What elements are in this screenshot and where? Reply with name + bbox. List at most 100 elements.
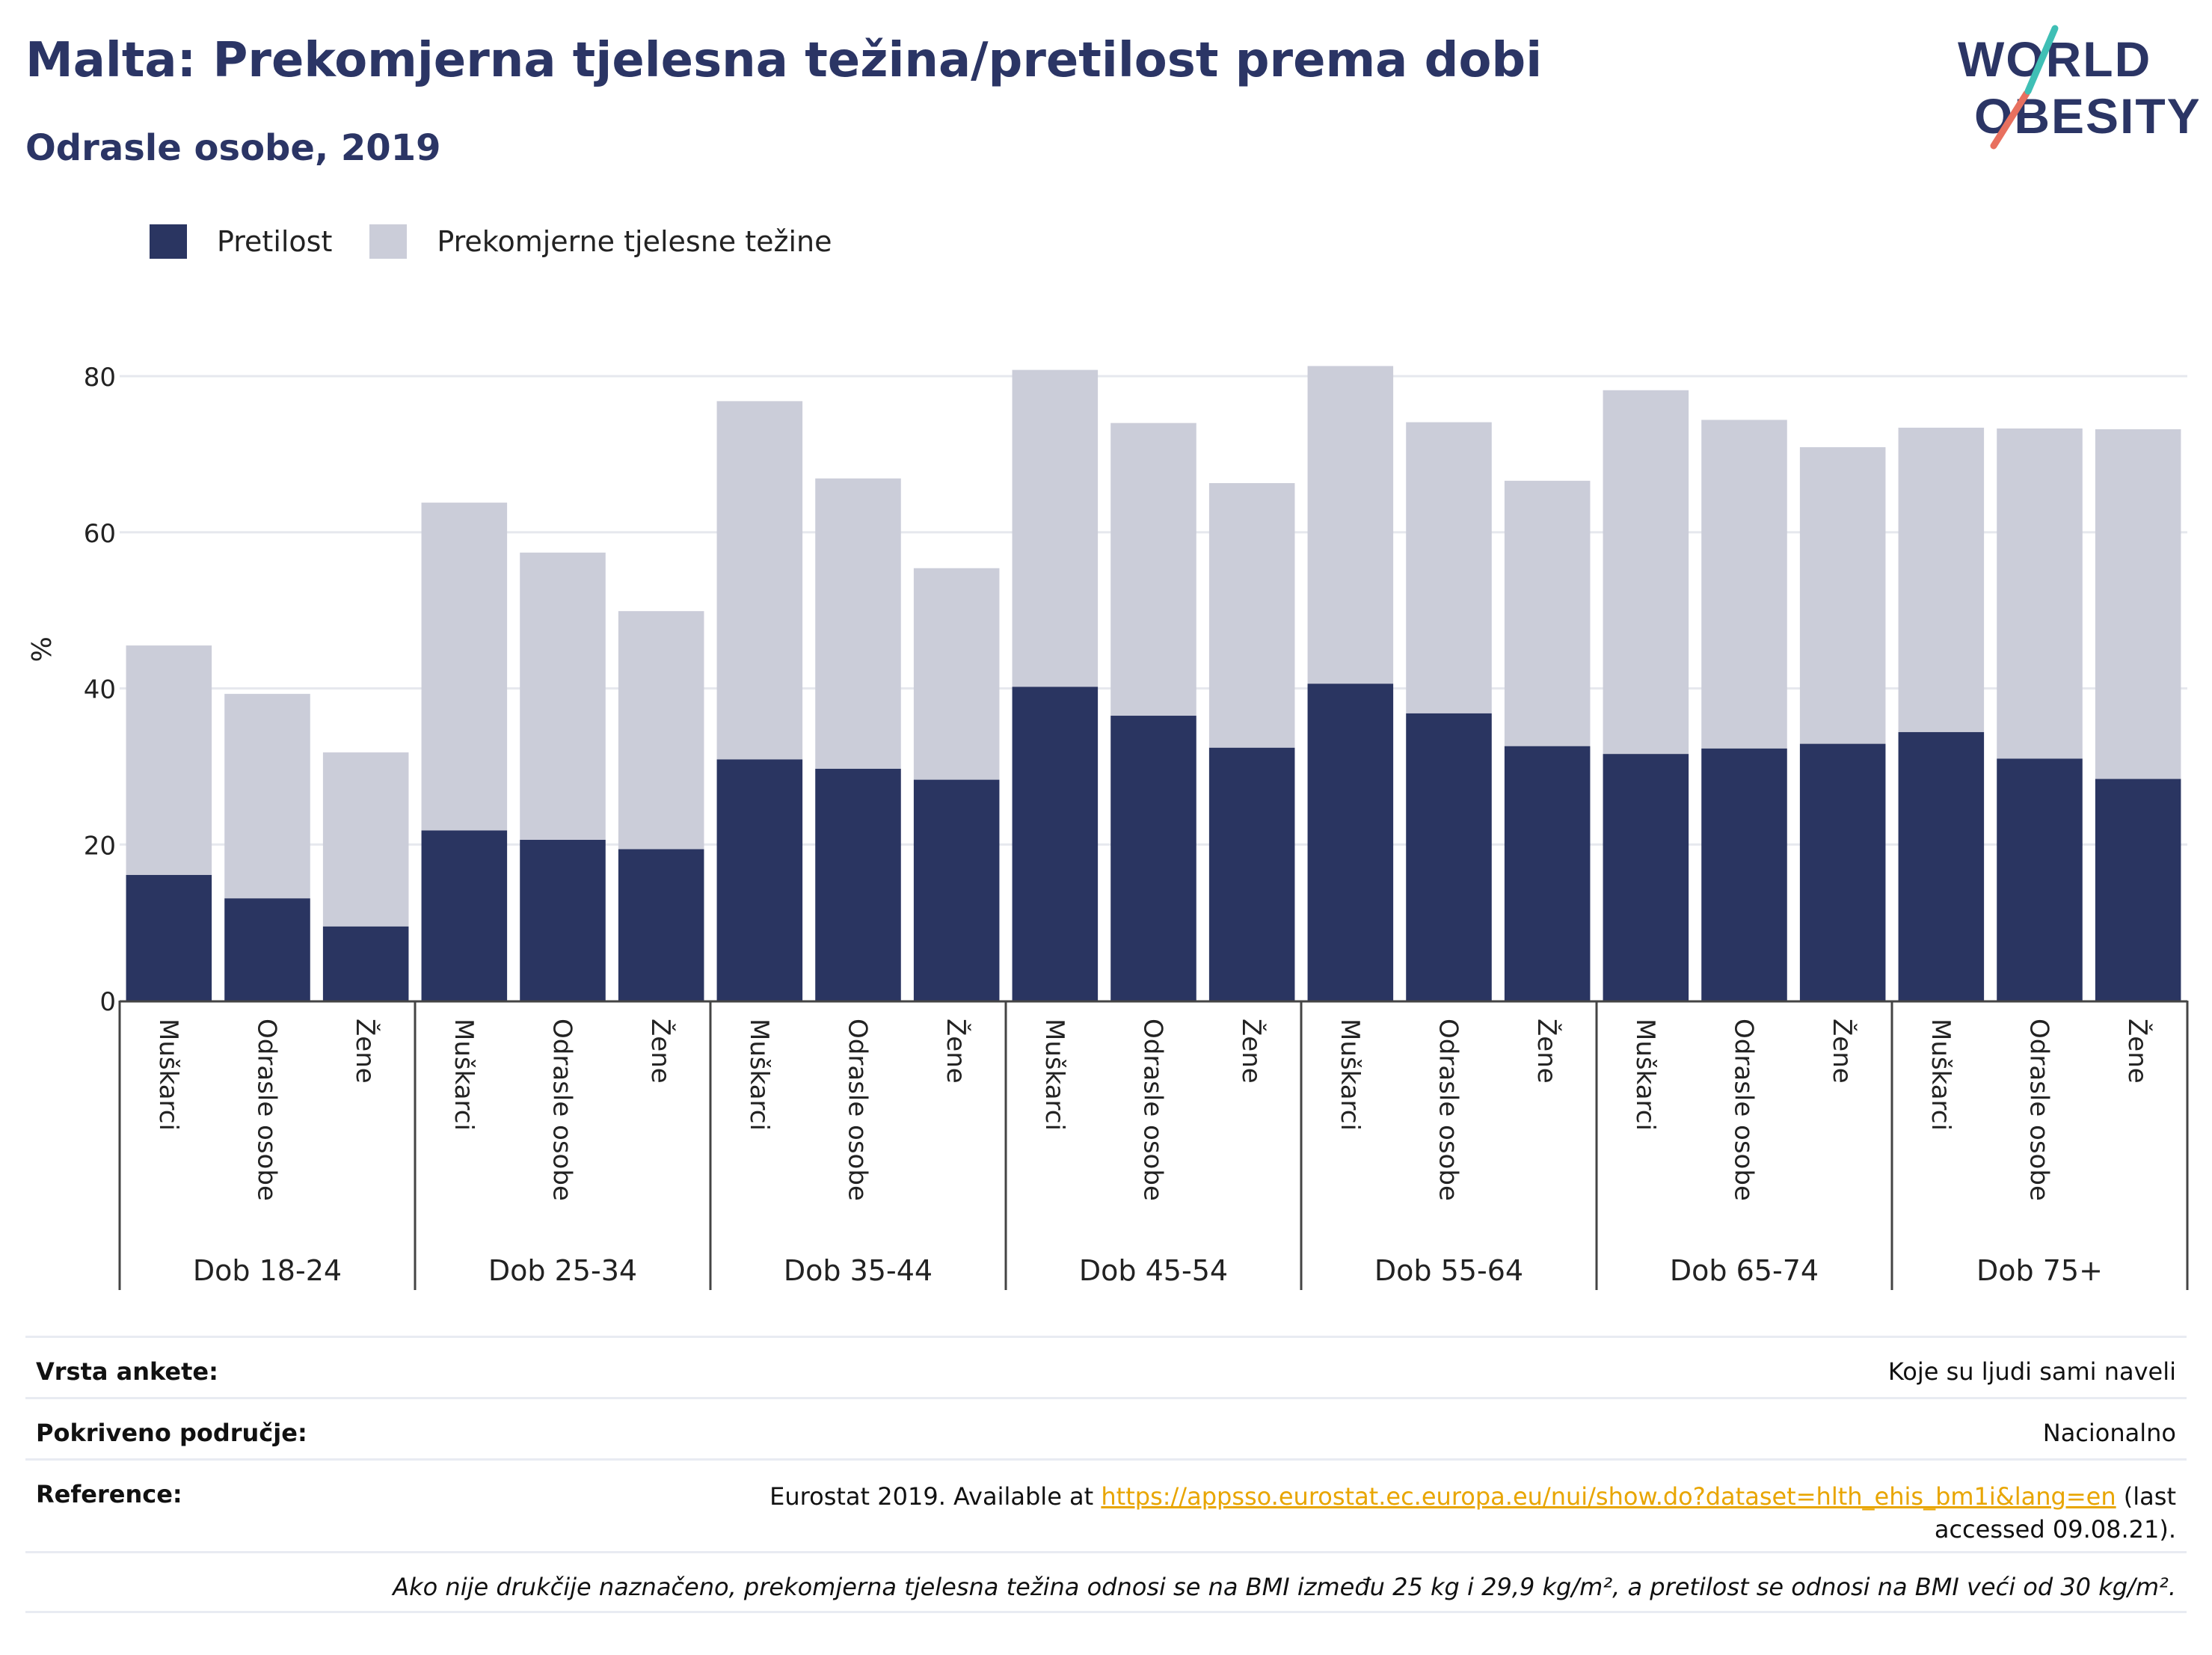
x-tick-label: Muškarci <box>1039 1019 1069 1131</box>
info-row-coverage: Pokriveno područje: Nacionalno <box>25 1397 2187 1461</box>
legend-label-overweight: Prekomjerne tjelesne težine <box>437 225 832 258</box>
x-tick-label: Muškarci <box>449 1019 479 1131</box>
bar-overweight <box>815 478 901 770</box>
bar-overweight <box>913 568 1000 780</box>
chart-subtitle: Odrasle osobe, 2019 <box>25 127 441 169</box>
bar-overweight <box>1208 482 1295 748</box>
bmi-note: Ako nije drukčije naznačeno, prekomjerna… <box>393 1573 2176 1601</box>
bar-overweight <box>1799 446 1886 744</box>
chart-title: Malta: Prekomjerna tjelesna težina/preti… <box>25 33 1543 88</box>
bar-overweight <box>1110 423 1196 716</box>
bar-obesity <box>1110 716 1196 1001</box>
bar-obesity <box>1208 747 1295 1001</box>
bar-obesity <box>618 849 704 1001</box>
bar-obesity <box>815 769 901 1001</box>
bar-obesity <box>520 839 606 1001</box>
group-label: Dob 75+ <box>1976 1254 2103 1287</box>
x-tick-label: Odrasle osobe <box>1138 1019 1168 1201</box>
stacked-bar-chart: 0 20 40 60 80% Muškarci Odrasle osobe Žene Dob 1… <box>27 363 2189 1290</box>
x-tick-label: Žene <box>1236 1019 1267 1084</box>
x-tick-label: Žene <box>1531 1019 1562 1084</box>
info-row-survey: Vrsta ankete: Koje su ljudi sami naveli <box>25 1336 2187 1399</box>
legend-swatch-overweight <box>369 224 408 259</box>
bar-obesity <box>1898 731 1985 1001</box>
group-label: Dob 25-34 <box>488 1254 637 1287</box>
x-tick-label: Odrasle osobe <box>1729 1019 1759 1201</box>
y-axis-label: % <box>27 636 58 662</box>
reference-value: Eurostat 2019. Available at https://apps… <box>681 1480 2176 1546</box>
bar-overweight <box>520 552 606 840</box>
bar-obesity <box>1406 713 1492 1001</box>
y-tick-label: 20 <box>84 831 116 861</box>
x-tick-label: Muškarci <box>153 1019 183 1131</box>
group-label: Dob 45-54 <box>1079 1254 1228 1287</box>
coverage-value: Nacionalno <box>2042 1419 2176 1447</box>
group-label: Dob 35-44 <box>784 1254 933 1287</box>
bar-obesity <box>913 779 1000 1001</box>
bar-obesity <box>1997 758 2083 1001</box>
bar-overweight <box>1603 390 1689 755</box>
bar-overweight <box>1997 428 2083 759</box>
bar-obesity <box>1504 746 1591 1001</box>
x-tick-label: Odrasle osobe <box>843 1019 873 1201</box>
reference-prefix: Eurostat 2019. Available at <box>769 1482 1102 1511</box>
bar-obesity <box>421 830 508 1001</box>
svg-text:WORLD: WORLD <box>1958 31 2151 87</box>
bar-overweight <box>1406 422 1492 713</box>
bar-obesity <box>1012 687 1099 1001</box>
group-label: Dob 55-64 <box>1374 1254 1523 1287</box>
reference-link[interactable]: https://appsso.eurostat.ec.europa.eu/nui… <box>1101 1482 2116 1511</box>
bar-obesity <box>716 759 803 1001</box>
survey-value: Koje su ljudi sami naveli <box>1887 1357 2176 1386</box>
y-tick-label: 0 <box>99 987 116 1017</box>
legend-item-obesity: Pretilost <box>150 224 332 259</box>
bar-obesity <box>224 898 310 1001</box>
x-tick-label: Muškarci <box>1335 1019 1365 1131</box>
bar-obesity <box>1307 684 1394 1001</box>
x-tick-label: Muškarci <box>1630 1019 1660 1131</box>
bar-obesity <box>126 874 212 1001</box>
bar-overweight <box>2095 429 2181 779</box>
group-label: Dob 65-74 <box>1670 1254 1819 1287</box>
bar-overweight <box>1898 427 1985 732</box>
reference-label: Reference: <box>36 1480 182 1508</box>
bar-overweight <box>716 401 803 760</box>
bar-overweight <box>126 645 212 875</box>
bar-obesity <box>1603 754 1689 1001</box>
y-tick-label: 80 <box>84 363 116 393</box>
y-tick-label: 40 <box>84 675 116 705</box>
bar-overweight <box>322 752 409 927</box>
x-tick-label: Muškarci <box>744 1019 774 1131</box>
bar-overweight <box>1504 480 1591 746</box>
legend-label-obesity: Pretilost <box>217 225 333 258</box>
bar-obesity <box>322 926 409 1001</box>
bar-overweight <box>1012 369 1099 687</box>
info-row-reference: Reference: Eurostat 2019. Available at h… <box>25 1458 2187 1553</box>
bar-overweight <box>1307 366 1394 684</box>
legend-swatch-obesity <box>150 224 187 259</box>
bar-overweight <box>421 503 508 831</box>
world-obesity-logo: WORLD OBESITY <box>1958 25 2199 150</box>
x-tick-label: Muškarci <box>1926 1019 1956 1131</box>
x-tick-label: Žene <box>2122 1019 2153 1084</box>
group-label: Dob 18-24 <box>193 1254 342 1287</box>
x-tick-label: Odrasle osobe <box>2024 1019 2054 1201</box>
x-tick-label: Žene <box>941 1019 971 1084</box>
survey-label: Vrsta ankete: <box>36 1357 218 1386</box>
chart-legend: Pretilost Prekomjerne tjelesne težine <box>150 223 870 260</box>
legend-item-overweight: Prekomjerne tjelesne težine <box>369 224 832 259</box>
x-tick-label: Odrasle osobe <box>252 1019 282 1201</box>
coverage-label: Pokriveno područje: <box>36 1419 307 1447</box>
info-table-bottom-border <box>25 1611 2187 1613</box>
bar-overweight <box>618 611 704 850</box>
y-tick-label: 60 <box>84 519 116 549</box>
x-tick-label: Žene <box>645 1019 676 1084</box>
reference-suffix: (last accessed 09.08.21). <box>1934 1482 2176 1544</box>
bar-obesity <box>2095 779 2181 1001</box>
bar-obesity <box>1799 743 1886 1001</box>
info-row-note: Ako nije drukčije naznačeno, prekomjerna… <box>25 1551 2187 1613</box>
x-tick-label: Žene <box>1827 1019 1858 1084</box>
bar-obesity <box>1701 748 1787 1001</box>
svg-text:OBESITY: OBESITY <box>1974 88 2199 144</box>
x-tick-label: Žene <box>350 1019 381 1084</box>
